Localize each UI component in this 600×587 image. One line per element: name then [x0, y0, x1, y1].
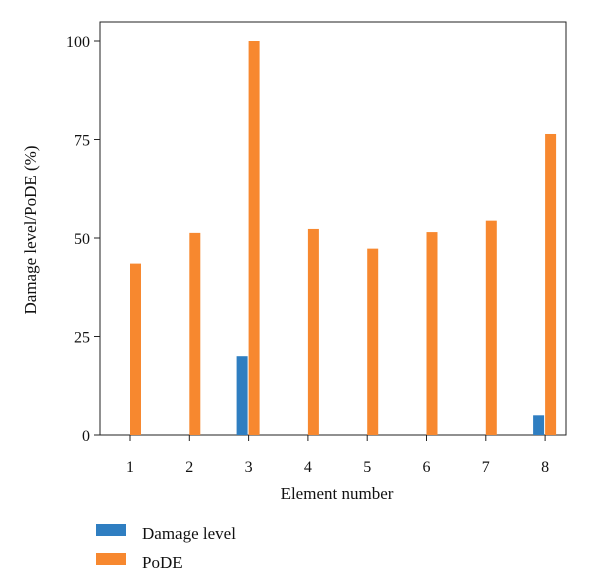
- plot-frame: [99, 21, 567, 436]
- x-tick-label: 3: [245, 459, 253, 476]
- y-tick-label: 0: [82, 428, 90, 445]
- bar-damage-level-element-3: [236, 356, 248, 435]
- y-axis-title: Damage level/PoDE (%): [21, 146, 40, 315]
- bar-pode-element-1: [130, 263, 141, 435]
- x-tick-label: 4: [304, 459, 312, 476]
- bar-pode-element-8: [545, 133, 557, 435]
- x-tick-label: 7: [482, 459, 490, 476]
- legend-swatch-damage-level: [96, 524, 126, 536]
- legend-label-damage-level: Damage level: [142, 524, 236, 543]
- bar-pode-element-7: [485, 220, 497, 435]
- x-tick-label: 8: [541, 459, 549, 476]
- x-tick-label: 6: [423, 459, 431, 476]
- x-tick-label: 2: [185, 459, 193, 476]
- bar-pode-element-2: [189, 232, 201, 435]
- x-axis-ticks: 1 2 3 4 5 6 7 8: [126, 435, 549, 476]
- y-tick-label: 25: [74, 330, 90, 347]
- y-axis-ticks: 0 25 50 75 100: [66, 34, 100, 445]
- legend: Damage level PoDE: [96, 524, 236, 572]
- bar-pode-element-4: [307, 228, 319, 435]
- bars: [130, 41, 557, 435]
- x-tick-label: 1: [126, 459, 134, 476]
- bar-pode-element-3: [248, 41, 260, 435]
- legend-label-pode: PoDE: [142, 553, 183, 572]
- y-tick-label: 50: [74, 231, 90, 248]
- bar-pode-element-5: [367, 248, 379, 435]
- x-axis-title: Element number: [281, 484, 394, 503]
- bar-pode-element-6: [426, 232, 438, 435]
- x-tick-label: 5: [363, 459, 371, 476]
- legend-swatch-pode: [96, 553, 126, 565]
- bar-damage-level-element-8: [533, 415, 545, 435]
- y-tick-label: 100: [66, 34, 90, 51]
- y-tick-label: 75: [74, 133, 90, 150]
